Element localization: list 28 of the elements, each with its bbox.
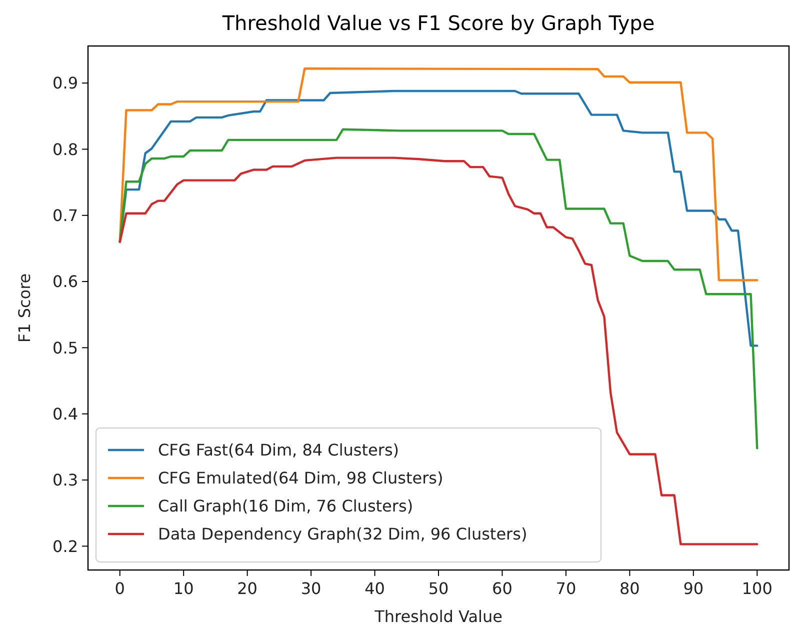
x-tick-label: 30 xyxy=(300,579,322,598)
x-tick-label: 10 xyxy=(173,579,194,598)
x-tick-label: 0 xyxy=(114,579,125,598)
y-tick-label: 0.6 xyxy=(52,272,78,292)
line-series xyxy=(118,156,758,546)
x-tick-label: 90 xyxy=(683,579,704,598)
line-series xyxy=(118,67,758,282)
y-axis-title: F1 Score xyxy=(15,273,34,343)
x-tick-label: 100 xyxy=(742,579,772,598)
x-tick-label: 20 xyxy=(237,579,258,598)
legend-label: Call Graph(16 Dim, 76 Clusters) xyxy=(158,496,414,516)
x-tick-label: 60 xyxy=(492,579,512,598)
y-tick-label: 0.5 xyxy=(52,338,78,358)
legend-label: CFG Fast(64 Dim, 84 Clusters) xyxy=(158,440,400,460)
y-tick-label: 0.9 xyxy=(52,74,78,93)
x-tick-label: 70 xyxy=(556,579,576,598)
y-tick-label: 0.4 xyxy=(52,404,78,424)
y-tick-label: 0.2 xyxy=(52,536,78,556)
legend-label: Data Dependency Graph(32 Dim, 96 Clusters) xyxy=(158,524,528,544)
legend-label: CFG Emulated(64 Dim, 98 Clusters) xyxy=(158,468,444,488)
x-tick-label: 80 xyxy=(620,579,640,598)
x-axis-title: Threshold Value xyxy=(374,607,502,626)
chart-title: Threshold Value vs F1 Score by Graph Type xyxy=(221,11,655,35)
x-tick-label: 40 xyxy=(364,579,385,598)
y-tick-label: 0.8 xyxy=(52,140,78,159)
y-tick-label: 0.7 xyxy=(52,206,78,225)
x-tick-label: 50 xyxy=(428,579,449,598)
y-tick-label: 0.3 xyxy=(52,470,78,490)
